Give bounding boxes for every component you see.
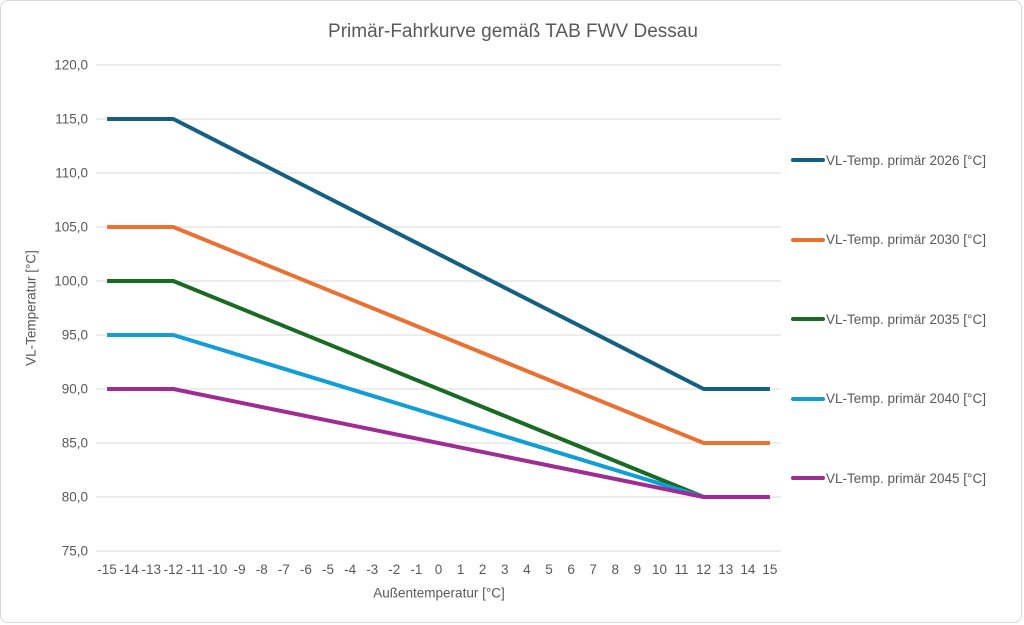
x-tick-label: -7 (278, 562, 290, 577)
legend-line-swatch (791, 158, 825, 162)
x-tick-label: 12 (696, 562, 711, 577)
legend-line-swatch (791, 317, 825, 321)
x-axis-title: Außentemperatur [°C] (373, 585, 505, 601)
x-tick-label: -6 (300, 562, 312, 577)
x-tick-label: -11 (186, 562, 205, 577)
x-tick-label: 2 (479, 562, 487, 577)
x-tick-label: 1 (457, 562, 465, 577)
legend-item-2030: VL-Temp. primär 2030 [°C] (791, 230, 986, 250)
x-tick-label: 7 (589, 562, 597, 577)
x-tick-label: 4 (523, 562, 531, 577)
x-tick-label: 11 (675, 562, 689, 577)
y-tick-label: 90,0 (62, 382, 88, 397)
chart-title: Primär-Fahrkurve gemäß TAB FWV Dessau (328, 21, 698, 42)
legend: VL-Temp. primär 2026 [°C] VL-Temp. primär… (791, 1, 1016, 622)
x-tick-label: -1 (410, 562, 422, 577)
y-tick-label: 75,0 (62, 544, 88, 559)
series-line-2045 (107, 387, 770, 499)
legend-label: VL-Temp. primär 2040 [°C] (826, 391, 986, 406)
x-tick-label: 10 (652, 562, 667, 577)
x-tick-label: -9 (234, 562, 246, 577)
y-tick-label: 80,0 (62, 490, 88, 505)
y-tick-label: 100,0 (54, 274, 88, 289)
x-tick-label: 13 (718, 562, 733, 577)
x-tick-label: -3 (366, 562, 378, 577)
x-tick-label: -14 (119, 562, 139, 577)
x-tick-label: 5 (545, 562, 553, 577)
x-tick-label: 14 (740, 562, 756, 577)
x-tick-label: 0 (435, 562, 443, 577)
y-tick-label: 115,0 (55, 112, 88, 127)
series-line-2040 (107, 333, 770, 499)
legend-item-2035: VL-Temp. primär 2035 [°C] (791, 309, 986, 329)
y-tick-label: 95,0 (62, 328, 88, 343)
legend-label: VL-Temp. primär 2030 [°C] (826, 232, 986, 247)
legend-label: VL-Temp. primär 2045 [°C] (826, 470, 986, 486)
legend-label: VL-Temp. primär 2035 [°C] (826, 311, 986, 327)
y-tick-label: 110,0 (55, 166, 88, 181)
x-tick-label: 8 (612, 562, 620, 577)
x-tick-label: 3 (501, 562, 509, 577)
legend-item-2045: VL-Temp. primär 2045 [°C] (791, 468, 986, 488)
x-tick-label: 9 (634, 562, 642, 577)
x-tick-label: 6 (567, 562, 575, 577)
x-tick-label: -2 (388, 562, 400, 577)
series-line-2030 (107, 225, 770, 445)
legend-label: VL-Temp. primär 2026 [°C] (826, 152, 986, 168)
y-tick-label: 85,0 (62, 436, 88, 451)
y-tick-label: 105,0 (54, 220, 88, 235)
series-line-2026 (107, 117, 770, 391)
x-tick-label: -5 (322, 562, 334, 577)
y-tick-label: 120,0 (54, 58, 88, 73)
legend-line-swatch (791, 237, 825, 242)
x-tick-label: -13 (141, 562, 161, 577)
x-tick-label: -4 (344, 562, 356, 577)
legend-line-swatch (791, 476, 825, 480)
x-tick-label: -8 (256, 562, 268, 577)
x-tick-label: -12 (164, 562, 184, 577)
legend-line-swatch (791, 396, 825, 401)
legend-item-2026: VL-Temp. primär 2026 [°C] (791, 150, 986, 170)
legend-item-2040: VL-Temp. primär 2040 [°C] (791, 389, 986, 409)
x-tick-label: -15 (97, 562, 117, 577)
x-tick-label: 15 (762, 562, 777, 577)
x-tick-label: -10 (208, 562, 228, 577)
